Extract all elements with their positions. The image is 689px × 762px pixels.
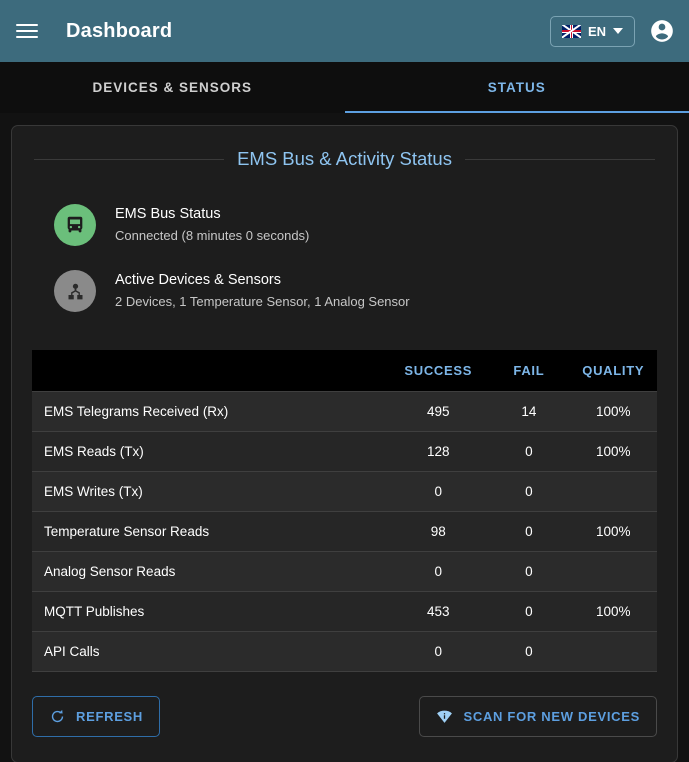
row-quality: 100% <box>569 431 657 472</box>
uk-flag-icon <box>561 24 581 38</box>
row-label: Temperature Sensor Reads <box>32 511 389 552</box>
row-success: 495 <box>388 391 489 432</box>
legend-rule-left <box>34 158 225 160</box>
row-fail: 0 <box>488 631 570 672</box>
app-bar-actions: EN <box>549 15 675 47</box>
status-item-title: EMS Bus Status <box>115 206 221 223</box>
row-quality <box>569 551 657 592</box>
legend-rule-right <box>464 158 656 160</box>
row-fail: 0 <box>488 591 570 632</box>
device-scan-icon <box>437 710 453 723</box>
status-item-text: Active Devices & Sensors 2 Devices, 1 Te… <box>115 271 410 311</box>
tab-status[interactable]: STATUS <box>344 62 689 113</box>
app-bar: Dashboard EN <box>0 0 689 62</box>
table-row: Temperature Sensor Reads 98 0 100% <box>32 511 657 552</box>
row-quality <box>569 471 657 512</box>
card-actions: REFRESH SCAN FOR NEW DEVICES <box>32 696 657 737</box>
table-row: EMS Reads (Tx) 128 0 100% <box>32 431 657 472</box>
row-label: EMS Writes (Tx) <box>32 471 389 512</box>
language-code: EN <box>587 23 606 39</box>
table-row: MQTT Publishes 453 0 100% <box>32 591 657 632</box>
device-hub-icon <box>54 270 96 312</box>
status-item-title: Active Devices & Sensors <box>115 272 282 289</box>
status-item-ems-bus: EMS Bus Status Connected (8 minutes 0 se… <box>54 204 657 246</box>
activity-stats-table: SUCCESS FAIL QUALITY EMS Telegrams Recei… <box>32 350 657 672</box>
row-fail: 0 <box>488 551 570 592</box>
row-quality: 100% <box>569 591 657 632</box>
account-circle-icon[interactable] <box>649 18 675 44</box>
table-row: EMS Telegrams Received (Rx) 495 14 100% <box>32 391 657 432</box>
status-item-subtitle: Connected (8 minutes 0 seconds) <box>115 227 310 243</box>
scan-button-label: SCAN FOR NEW DEVICES <box>463 709 640 724</box>
language-selector[interactable]: EN <box>549 15 635 47</box>
hamburger-menu-icon[interactable] <box>16 18 42 44</box>
row-fail: 0 <box>488 431 570 472</box>
table-header: SUCCESS FAIL QUALITY <box>32 350 657 392</box>
row-quality <box>569 631 657 672</box>
card-legend: EMS Bus & Activity Status <box>34 148 656 170</box>
row-label: API Calls <box>32 631 389 672</box>
row-success: 0 <box>388 631 489 672</box>
row-success: 98 <box>388 511 489 552</box>
row-quality: 100% <box>569 511 657 552</box>
table-row: EMS Writes (Tx) 0 0 <box>32 471 657 512</box>
tab-bar: DEVICES & SENSORS STATUS <box>0 62 689 113</box>
status-item-text: EMS Bus Status Connected (8 minutes 0 se… <box>115 205 309 245</box>
status-card: EMS Bus & Activity Status EMS Bus Status… <box>11 125 678 762</box>
row-label: MQTT Publishes <box>32 591 389 632</box>
status-item-subtitle: 2 Devices, 1 Temperature Sensor, 1 Analo… <box>115 293 410 309</box>
row-fail: 14 <box>488 391 570 432</box>
table-row: Analog Sensor Reads 0 0 <box>32 551 657 592</box>
row-label: EMS Telegrams Received (Rx) <box>32 391 389 432</box>
tab-devices-sensors[interactable]: DEVICES & SENSORS <box>92 80 253 95</box>
row-success: 0 <box>388 551 489 592</box>
bus-icon <box>54 204 96 246</box>
column-header-label <box>32 350 389 392</box>
card-title: EMS Bus & Activity Status <box>237 148 452 169</box>
column-header-fail: FAIL <box>488 350 570 392</box>
table-row: API Calls 0 0 <box>32 631 657 672</box>
page-content: EMS Bus & Activity Status EMS Bus Status… <box>0 113 689 762</box>
row-fail: 0 <box>488 471 570 512</box>
column-header-quality: QUALITY <box>569 350 657 392</box>
row-label: Analog Sensor Reads <box>32 551 389 592</box>
scan-for-new-devices-button[interactable]: SCAN FOR NEW DEVICES <box>419 696 657 737</box>
chevron-down-icon <box>613 28 623 34</box>
status-summary-list: EMS Bus Status Connected (8 minutes 0 se… <box>32 204 657 312</box>
refresh-button[interactable]: REFRESH <box>32 696 161 737</box>
row-success: 453 <box>388 591 489 632</box>
status-item-active-devices: Active Devices & Sensors 2 Devices, 1 Te… <box>54 270 657 312</box>
row-fail: 0 <box>488 511 570 552</box>
row-success: 128 <box>388 431 489 472</box>
table-header-row: SUCCESS FAIL QUALITY <box>32 350 657 392</box>
refresh-button-label: REFRESH <box>76 709 144 724</box>
page-title: Dashboard <box>66 19 173 42</box>
row-success: 0 <box>388 471 489 512</box>
table-body: EMS Telegrams Received (Rx) 495 14 100% … <box>32 391 657 672</box>
column-header-success: SUCCESS <box>388 350 489 392</box>
refresh-icon <box>51 709 64 723</box>
row-label: EMS Reads (Tx) <box>32 431 389 472</box>
row-quality: 100% <box>569 391 657 432</box>
